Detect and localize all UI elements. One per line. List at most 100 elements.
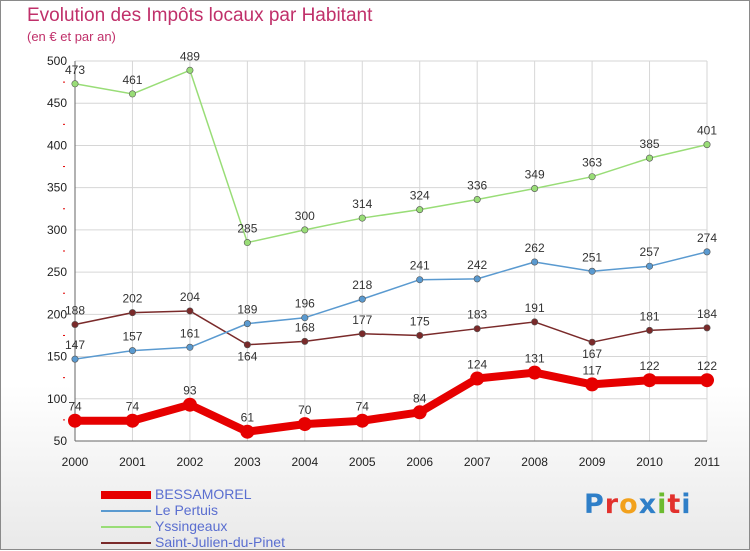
proxiti-logo: Proxiti <box>584 489 692 520</box>
data-label: 183 <box>467 308 487 322</box>
data-point <box>416 331 424 339</box>
x-tick-label: 2009 <box>579 455 606 469</box>
plot-area <box>75 61 707 441</box>
data-label: 189 <box>237 303 257 317</box>
data-label: 61 <box>241 411 255 425</box>
chart-subtitle: (en € et par an) <box>27 29 116 44</box>
y-tick-label: 100 <box>47 392 67 406</box>
data-point <box>703 324 711 332</box>
data-label: 385 <box>640 137 660 151</box>
x-tick-label: 2001 <box>119 455 146 469</box>
data-label: 122 <box>640 359 660 373</box>
data-label: 349 <box>525 168 545 182</box>
series-line <box>74 310 708 346</box>
y-tick-label: 500 <box>47 54 67 68</box>
y-tick-label: 50 <box>54 434 68 448</box>
logo-letter: i <box>681 489 692 520</box>
data-label: 363 <box>582 156 602 170</box>
data-label: 257 <box>640 245 660 259</box>
data-point <box>703 141 711 149</box>
data-label: 251 <box>582 250 602 264</box>
data-point <box>71 80 79 88</box>
legend-swatch <box>101 491 151 499</box>
data-label: 241 <box>410 259 430 273</box>
data-point <box>588 173 596 181</box>
y-tick-label: 150 <box>47 350 67 364</box>
data-point <box>355 413 370 428</box>
data-label: 157 <box>122 330 142 344</box>
data-label: 175 <box>410 314 430 328</box>
legend-swatch <box>101 542 151 544</box>
data-label: 122 <box>697 359 717 373</box>
data-point <box>243 341 251 349</box>
y-tick-label: 200 <box>47 307 67 321</box>
data-point <box>358 214 366 222</box>
x-tick-label: 2010 <box>636 455 663 469</box>
data-point <box>128 90 136 98</box>
data-point <box>473 275 481 283</box>
logo-letter: i <box>657 489 668 520</box>
data-label: 117 <box>583 363 602 377</box>
data-point <box>473 325 481 333</box>
data-label: 70 <box>298 403 312 417</box>
data-label: 84 <box>413 391 427 405</box>
data-point <box>186 66 194 74</box>
data-label: 131 <box>525 352 545 366</box>
legend-swatch <box>101 510 151 512</box>
x-tick-label: 2003 <box>234 455 261 469</box>
data-label: 161 <box>180 326 200 340</box>
logo-letter: P <box>584 489 605 520</box>
data-point <box>182 397 197 412</box>
x-tick-label: 2006 <box>406 455 433 469</box>
data-point <box>703 248 711 256</box>
data-label: 218 <box>352 278 372 292</box>
data-point <box>585 377 600 392</box>
data-point <box>531 185 539 193</box>
legend-label: Yssingeaux <box>155 518 228 534</box>
data-point <box>527 365 542 380</box>
data-label: 262 <box>525 241 545 255</box>
series-line <box>75 368 707 436</box>
data-label: 93 <box>183 384 197 398</box>
legend-swatch <box>101 526 151 528</box>
data-point <box>470 371 485 386</box>
legend-label: Saint-Julien-du-Pinet <box>155 534 285 550</box>
logo-letter: r <box>604 489 620 520</box>
data-point <box>125 413 140 428</box>
data-point <box>412 405 427 420</box>
data-point <box>240 424 255 439</box>
data-label: 461 <box>122 73 142 87</box>
data-label: 489 <box>180 49 200 63</box>
x-tick-label: 2011 <box>694 455 720 469</box>
data-label: 242 <box>467 258 487 272</box>
data-point <box>301 314 309 322</box>
x-tick-label: 2000 <box>62 455 89 469</box>
data-label: 300 <box>295 209 315 223</box>
data-label: 285 <box>237 222 257 236</box>
x-tick-label: 2004 <box>291 455 318 469</box>
data-label: 196 <box>295 297 315 311</box>
data-point <box>301 337 309 345</box>
data-point <box>646 262 654 270</box>
data-point <box>416 276 424 284</box>
data-label: 74 <box>126 400 140 414</box>
data-label: 401 <box>697 124 717 138</box>
y-tick-label: 450 <box>47 96 67 110</box>
data-point <box>588 267 596 275</box>
data-label: 181 <box>640 309 660 323</box>
y-tick-label: 300 <box>47 223 67 237</box>
legend-label: BESSAMOREL <box>155 486 252 502</box>
data-point <box>473 195 481 203</box>
data-label: 184 <box>697 307 717 321</box>
x-tick-label: 2008 <box>521 455 548 469</box>
data-label: 74 <box>356 400 370 414</box>
data-point <box>243 239 251 247</box>
data-label: 177 <box>352 313 372 327</box>
logo-letter: o <box>619 489 639 520</box>
data-label: 191 <box>525 301 545 315</box>
y-tick-label: 250 <box>47 265 67 279</box>
data-point <box>243 320 251 328</box>
data-point <box>358 330 366 338</box>
